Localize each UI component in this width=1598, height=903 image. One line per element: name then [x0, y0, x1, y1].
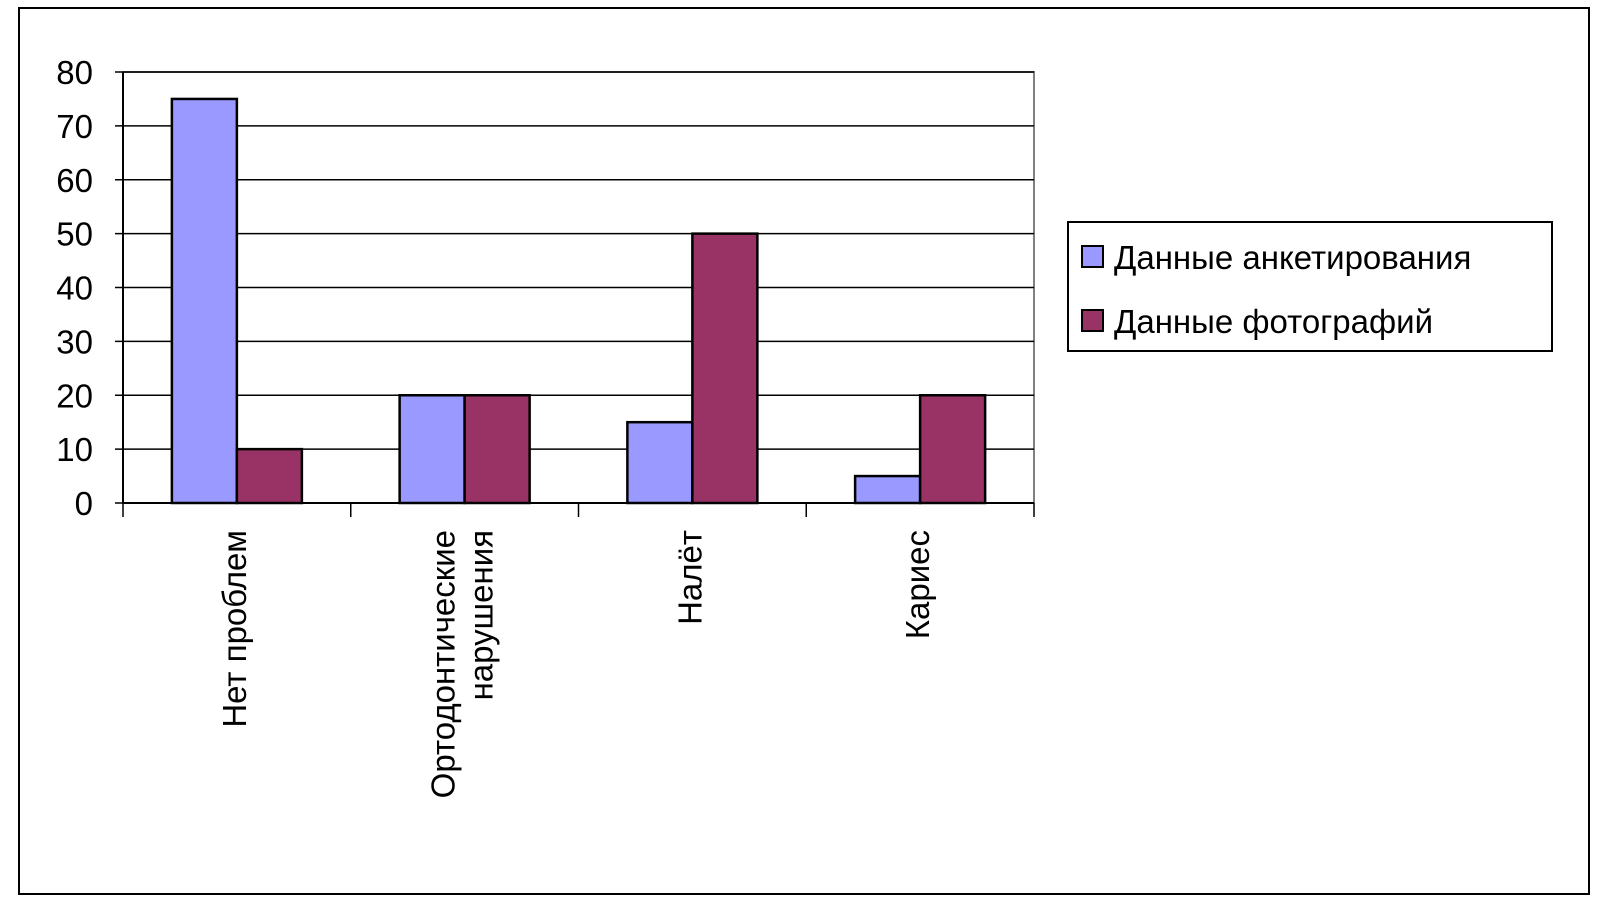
y-tick-label: 20 [56, 377, 93, 414]
category-label: Нет проблем [216, 530, 253, 728]
y-tick-label: 50 [56, 216, 93, 253]
bar [463, 394, 531, 505]
y-tick-label: 70 [56, 108, 93, 145]
y-tick-label: 30 [56, 323, 93, 360]
y-tick-label: 40 [56, 270, 93, 307]
y-tick-label: 80 [56, 54, 93, 91]
bar [853, 474, 922, 505]
legend-swatch [1081, 309, 1104, 332]
category-label: Кариес [899, 530, 936, 639]
category-label: Ортодонтические [425, 530, 462, 798]
bar [691, 232, 759, 505]
bar [626, 420, 694, 505]
legend-label: Данные фотографий [1114, 303, 1433, 340]
bar [235, 447, 304, 505]
y-tick-label: 60 [56, 162, 93, 199]
bar [398, 394, 466, 505]
y-tick-label: 0 [75, 485, 93, 522]
bar [170, 97, 239, 505]
category-label: нарушения [463, 530, 500, 700]
category-label: Налёт [671, 530, 708, 625]
bar [918, 394, 987, 505]
legend-swatch [1081, 245, 1104, 268]
legend-label: Данные анкетирования [1114, 239, 1471, 276]
y-tick-label: 10 [56, 431, 93, 468]
legend-box [1067, 221, 1553, 352]
